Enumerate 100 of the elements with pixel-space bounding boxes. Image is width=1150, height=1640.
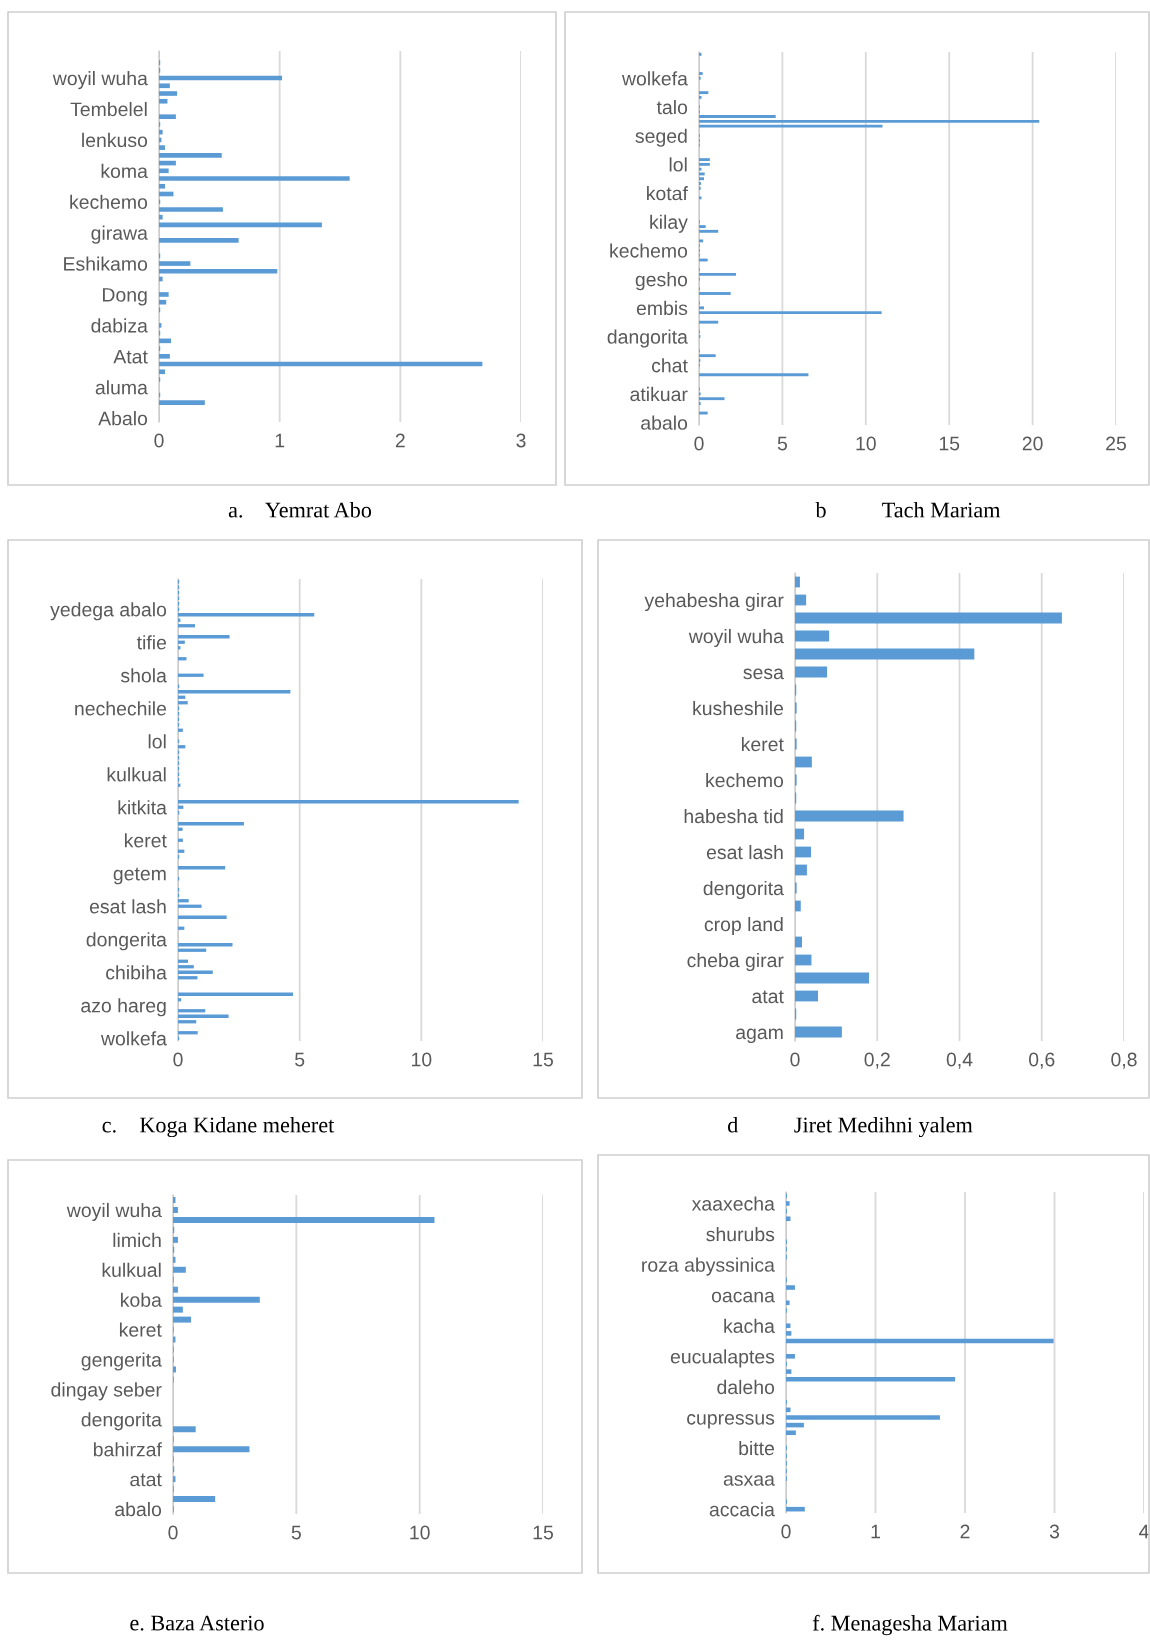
bar	[178, 904, 202, 908]
y-tick-label: woyil wuha	[688, 628, 784, 648]
x-tick-label: 3	[516, 433, 526, 448]
bar	[178, 899, 189, 903]
y-tick-label: dangorita	[607, 329, 688, 348]
y-tick-label: chat	[651, 358, 688, 373]
bar	[178, 1009, 206, 1013]
y-tick-label: koba	[121, 1292, 162, 1307]
x-tick-label: 0	[694, 436, 704, 451]
x-tick-label: 10	[410, 1525, 430, 1540]
bar	[795, 990, 819, 1002]
bar	[159, 400, 205, 405]
y-tick-label: dengorita	[81, 1412, 162, 1431]
bar	[795, 810, 904, 822]
y-tick-label: lenkuso	[82, 132, 148, 148]
bar	[786, 1323, 791, 1329]
bar	[178, 690, 291, 694]
x-tick-label: 15	[939, 436, 960, 451]
bar	[173, 1366, 176, 1373]
y-tick-label: talo	[656, 99, 688, 115]
y-tick-label: dengorita	[703, 880, 784, 900]
bar	[159, 98, 168, 104]
bar	[173, 1426, 196, 1433]
bar	[699, 373, 809, 377]
x-tick-label: 0	[781, 1524, 791, 1539]
bar	[699, 119, 1040, 123]
y-tick-label: bahirzaf	[93, 1442, 162, 1457]
y-tick-label: cupressus	[687, 1414, 775, 1429]
y-tick-label: limich	[113, 1232, 161, 1248]
bar	[178, 827, 183, 831]
bar	[159, 369, 166, 375]
bar	[159, 168, 169, 174]
bar	[173, 1446, 250, 1453]
x-tick-label: 4	[1139, 1524, 1149, 1539]
bar	[178, 998, 182, 1002]
x-tick-label: 3	[1049, 1524, 1060, 1539]
y-tick-label: dabiza	[91, 318, 148, 333]
y-tick-label: esat lash	[89, 899, 166, 914]
bar	[173, 1266, 186, 1273]
x-tick-label: 10	[412, 1052, 432, 1067]
bar	[786, 1300, 790, 1306]
y-tick-label: accacia	[709, 1502, 775, 1517]
bar	[173, 1496, 216, 1503]
y-tick-label: azo hareg	[81, 998, 166, 1017]
bar	[173, 1286, 178, 1293]
x-tick-label: 5	[295, 1052, 305, 1067]
x-tick-label: 15	[533, 1052, 553, 1067]
x-tick-label: 25	[1106, 436, 1126, 451]
y-tick-label: chibiha	[106, 965, 167, 980]
bar	[159, 91, 178, 96]
bar	[795, 864, 807, 876]
x-tick-label: 10	[856, 436, 876, 451]
x-tick-label: 2	[395, 433, 405, 448]
y-tick-label: kacha	[724, 1318, 775, 1333]
bar	[795, 936, 802, 948]
y-tick-label: kulkual	[107, 767, 166, 782]
bar	[173, 1316, 192, 1323]
text: c. Koga Kidane meheret	[102, 1116, 335, 1138]
x-tick-label: 0	[173, 1052, 183, 1067]
x-tick-label: 15	[533, 1525, 553, 1540]
bar	[178, 948, 207, 952]
y-tick-label: lol	[148, 734, 166, 749]
y-tick-label: shola	[120, 668, 167, 683]
bar	[699, 306, 704, 310]
x-tick-label: 0,6	[1029, 1052, 1055, 1069]
bar	[178, 943, 233, 947]
bar	[699, 320, 719, 324]
x-tick-label: 0	[790, 1052, 800, 1067]
y-tick-label: kechemo	[610, 243, 688, 258]
bar	[699, 397, 725, 401]
y-tick-label: abalo	[641, 415, 688, 430]
x-tick-label: 1	[275, 433, 285, 448]
bar	[173, 1306, 183, 1313]
x-tick-label: 5	[777, 436, 787, 451]
bar	[795, 954, 812, 966]
bar	[178, 1020, 197, 1024]
y-tick-label: Tembelel	[70, 101, 147, 117]
y-tick-label: atikuar	[630, 386, 688, 402]
x-tick-label: 0,4	[946, 1052, 973, 1069]
bar	[795, 576, 800, 588]
y-tick-label: shurubs	[706, 1226, 775, 1242]
y-tick-label: atat	[752, 990, 784, 1004]
text: b Tach Mariam	[815, 501, 1001, 518]
bar	[786, 1369, 792, 1374]
bar	[173, 1236, 178, 1243]
y-tick-label: Abalo	[98, 411, 148, 426]
y-tick-label: abalo	[115, 1501, 162, 1517]
bar	[795, 900, 801, 912]
y-tick-label: girawa	[91, 225, 148, 244]
bar	[699, 354, 716, 358]
bar	[795, 972, 870, 984]
x-tick-label: 5	[291, 1525, 301, 1540]
y-tick-label: koma	[101, 163, 148, 179]
bar	[786, 1430, 796, 1436]
y-tick-label: dongerita	[86, 932, 167, 951]
bar	[699, 239, 704, 243]
bar	[159, 268, 278, 274]
bar	[178, 701, 188, 705]
bar	[178, 800, 519, 804]
y-tick-label: kulkual	[102, 1262, 161, 1277]
